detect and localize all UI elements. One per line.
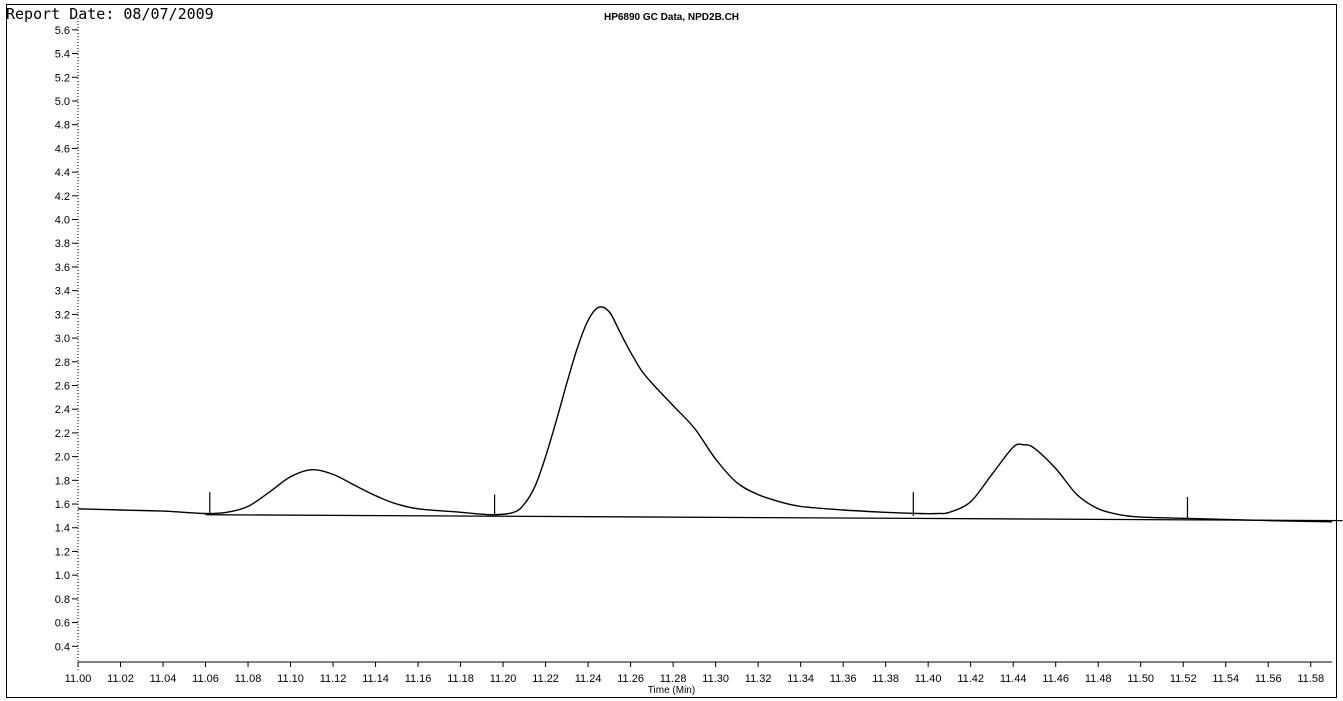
x-tick-label: 11.32: [745, 673, 772, 685]
x-tick-label: 11.28: [660, 673, 687, 685]
x-tick-label: 11.12: [320, 673, 347, 685]
x-tick-label: 11.30: [702, 673, 729, 685]
y-tick-label: 2.8: [55, 357, 70, 369]
y-tick-label: 0.8: [55, 594, 70, 606]
y-tick-label: 3.2: [55, 309, 70, 321]
chart-title: HP6890 GC Data, NPD2B.CH: [603, 12, 740, 23]
x-tick-label: 11.08: [235, 673, 262, 685]
peak-markers: [209, 492, 1189, 519]
x-tick-label: 11.00: [65, 673, 92, 685]
x-tick-label: 11.44: [1000, 673, 1027, 685]
x-axis-label: Time (Min): [647, 685, 696, 696]
x-tick-label: 11.26: [617, 673, 644, 685]
x-tick-label: 11.16: [405, 673, 432, 685]
x-tick-label: 11.06: [192, 673, 219, 685]
x-tick-label: 11.40: [915, 673, 942, 685]
x-tick-label: 11.14: [362, 673, 389, 685]
plot-frame: [6, 4, 1337, 698]
y-tick-label: 2.2: [55, 428, 70, 440]
y-tick-label: 1.0: [55, 570, 70, 582]
x-tick-label: 11.36: [830, 673, 857, 685]
x-tick-label: 11.48: [1085, 673, 1112, 685]
y-tick-label: 3.6: [55, 262, 70, 274]
y-tick-label: 2.4: [55, 404, 70, 416]
y-tick-label: 1.2: [55, 546, 70, 558]
x-tick-label: 11.38: [872, 673, 899, 685]
y-tick-label: 3.8: [55, 238, 70, 250]
x-tick-label: 11.56: [1255, 673, 1282, 685]
y-tick-label: 4.4: [55, 167, 70, 179]
x-tick-label: 11.20: [490, 673, 517, 685]
report-date: Report Date: 08/07/2009: [6, 5, 214, 23]
x-tick-label: 11.02: [107, 673, 134, 685]
y-tick-label: 1.4: [55, 523, 70, 535]
x-tick-label: 11.22: [532, 673, 559, 685]
baseline: [205, 514, 1343, 522]
x-tick-label: 11.46: [1042, 673, 1069, 685]
x-tick-label: 11.42: [957, 673, 984, 685]
x-tick-label: 11.52: [1170, 673, 1197, 685]
y-tick-label: 4.2: [55, 191, 70, 203]
x-tick-label: 11.34: [787, 673, 814, 685]
x-tick-label: 11.54: [1212, 673, 1239, 685]
y-tick-label: 0.4: [55, 641, 70, 653]
y-tick-label: 1.6: [55, 499, 70, 511]
y-axis: 5.6 5.4 5.2 5.0 4.8 4.6 4.4 4.2 4.0 3.8 3.6 3.4 3.2 3…: [55, 18, 79, 670]
y-tick-label: 5.6: [55, 25, 70, 37]
y-tick-label: 3.4: [55, 286, 70, 298]
y-tick-label: 4.0: [55, 215, 70, 227]
x-tick-label: 11.04: [150, 673, 177, 685]
x-tick-label: 11.18: [447, 673, 474, 685]
y-tick-label: 0.6: [55, 618, 70, 630]
y-tick-label: 4.6: [55, 143, 70, 155]
y-tick-label: 5.2: [55, 72, 70, 84]
baselines: [205, 514, 1343, 522]
signal-trace: [77, 306, 1333, 523]
y-tick-label: 5.0: [55, 96, 70, 108]
y-tick-label: 2.0: [55, 452, 70, 464]
series-group: [77, 306, 1333, 523]
y-tick-label: 4.8: [55, 120, 70, 132]
x-tick-label: 11.58: [1297, 673, 1324, 685]
x-tick-label: 11.24: [575, 673, 602, 685]
y-tick-label: 5.4: [55, 49, 70, 61]
x-axis: 11.00 11.02 11.04 11.06 11.08 11.10 11.12 11.14…: [65, 661, 1332, 685]
y-tick-label: 1.8: [55, 475, 70, 487]
y-tick-label: 2.6: [55, 380, 70, 392]
y-tick-label: 3.0: [55, 333, 70, 345]
x-tick-label: 11.50: [1127, 673, 1154, 685]
x-tick-label: 11.10: [277, 673, 304, 685]
